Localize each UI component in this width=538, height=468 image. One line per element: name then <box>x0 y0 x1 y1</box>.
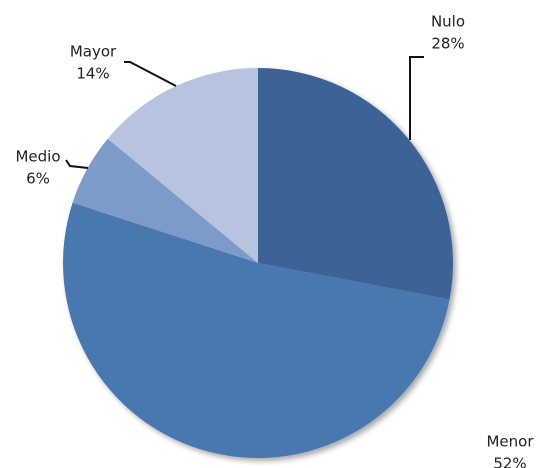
leader-line <box>65 159 89 169</box>
slice-label: Nulo <box>431 13 465 31</box>
slice-value-label: 28% <box>431 35 464 53</box>
slice-label: Menor <box>486 433 534 451</box>
pie-slice <box>258 68 453 300</box>
slice-value-label: 14% <box>76 65 109 83</box>
slice-value-label: 52% <box>493 455 526 468</box>
slice-label: Medio <box>15 148 60 166</box>
pie-slice <box>72 138 258 263</box>
pie <box>63 68 453 458</box>
pie-slice <box>63 202 450 458</box>
pie-slice <box>107 68 259 263</box>
slice-label: Mayor <box>70 43 117 61</box>
slice-value-label: 6% <box>26 170 50 188</box>
leader-line <box>124 61 177 87</box>
leader-line <box>409 56 424 140</box>
